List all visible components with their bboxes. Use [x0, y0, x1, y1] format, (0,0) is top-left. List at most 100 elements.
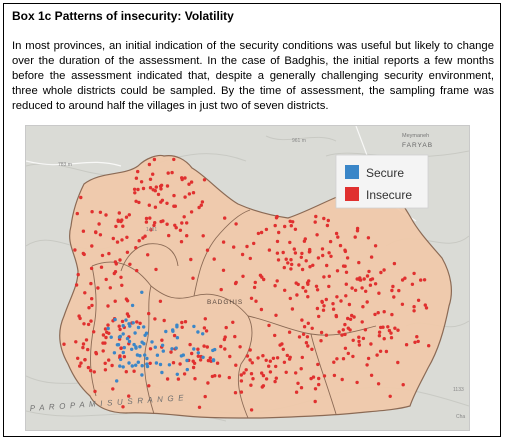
insecure-village-dot [120, 319, 125, 324]
insecure-village-dot [296, 381, 300, 385]
insecure-village-dot [208, 356, 212, 360]
secure-village-dot [201, 332, 205, 336]
insecure-village-dot [196, 354, 200, 358]
insecure-village-dot [317, 382, 321, 387]
insecure-village-dot [296, 282, 300, 287]
insecure-village-dot [307, 279, 311, 283]
insecure-village-dot [261, 354, 265, 358]
insecure-village-dot [148, 216, 152, 220]
insecure-village-dot [153, 205, 158, 209]
insecure-village-dot [344, 294, 348, 298]
insecure-village-dot [313, 387, 318, 391]
insecure-village-dot [369, 373, 374, 377]
secure-village-dot [196, 330, 200, 334]
insecure-village-dot [287, 357, 292, 361]
insecure-village-dot [107, 251, 111, 256]
insecure-village-dot [320, 247, 325, 251]
insecure-village-dot [248, 348, 252, 352]
insecure-village-dot [424, 306, 429, 310]
insecure-village-dot [341, 328, 345, 332]
insecure-village-dot [119, 275, 123, 279]
insecure-village-dot [74, 283, 79, 287]
insecure-village-dot [135, 268, 139, 273]
insecure-village-dot [300, 318, 304, 322]
insecure-village-dot [120, 283, 124, 287]
insecure-village-dot [196, 347, 200, 351]
insecure-village-dot [183, 176, 187, 180]
insecure-village-dot [344, 282, 348, 286]
insecure-village-dot [346, 351, 350, 356]
insecure-village-dot [197, 205, 201, 210]
insecure-village-dot [299, 255, 303, 259]
insecure-village-dot [289, 267, 293, 271]
insecure-village-dot [297, 263, 301, 267]
insecure-village-dot [197, 405, 202, 409]
insecure-village-dot [410, 282, 415, 286]
insecure-village-dot [148, 177, 153, 181]
insecure-village-dot [158, 184, 163, 188]
insecure-village-dot [148, 361, 152, 365]
insecure-village-dot [378, 349, 383, 353]
secure-village-dot [132, 342, 136, 347]
insecure-village-dot [148, 347, 153, 351]
insecure-village-dot [301, 332, 306, 336]
insecure-village-dot [108, 286, 113, 290]
insecure-village-dot [185, 221, 189, 225]
secure-village-dot [142, 325, 146, 329]
insecure-village-dot [324, 297, 328, 302]
secure-village-dot [134, 345, 138, 349]
insecure-village-dot [249, 372, 254, 376]
secure-village-dot [175, 372, 179, 376]
insecure-village-dot [223, 335, 227, 339]
insecure-village-dot [133, 191, 137, 195]
insecure-village-dot [191, 359, 195, 363]
secure-village-dot [130, 364, 134, 368]
insecure-village-dot [202, 344, 206, 348]
insecure-village-dot [189, 210, 194, 214]
insecure-village-dot [248, 358, 252, 362]
insecure-village-dot [326, 218, 330, 223]
insecure-village-dot [234, 222, 238, 226]
insecure-village-dot [328, 239, 333, 244]
insecure-village-dot [98, 210, 103, 214]
insecure-village-dot [171, 361, 176, 365]
secure-village-dot [121, 365, 125, 369]
insecure-village-dot [274, 216, 279, 220]
insecure-village-dot [288, 219, 292, 223]
insecure-village-dot [412, 271, 416, 276]
insecure-village-dot [268, 370, 273, 374]
insecure-village-dot [284, 370, 288, 374]
insecure-village-dot [331, 302, 335, 306]
insecure-village-dot [277, 230, 281, 235]
insecure-village-dot [369, 255, 374, 259]
insecure-village-dot [245, 354, 250, 358]
secure-village-dot [170, 347, 174, 351]
insecure-village-dot [357, 260, 361, 265]
insecure-village-dot [261, 373, 266, 378]
insecure-village-dot [290, 262, 294, 267]
insecure-village-dot [121, 224, 125, 228]
insecure-village-dot [325, 223, 330, 228]
insecure-village-dot [254, 299, 258, 303]
insecure-village-dot [281, 347, 285, 351]
insecure-village-dot [138, 321, 142, 325]
insecure-village-dot [231, 320, 235, 324]
insecure-village-dot [314, 284, 319, 288]
insecure-village-dot [353, 235, 357, 239]
insecure-village-dot [382, 268, 386, 272]
insecure-village-dot [179, 240, 184, 244]
insecure-village-dot [219, 344, 223, 349]
insecure-village-dot [191, 276, 195, 280]
insecure-village-dot [338, 243, 343, 248]
insecure-village-dot [346, 326, 350, 330]
insecure-village-dot [273, 333, 277, 338]
insecure-village-dot [353, 288, 358, 292]
insecure-village-dot [169, 350, 173, 354]
insecure-village-dot [107, 331, 111, 335]
insecure-village-dot [132, 187, 137, 191]
insecure-village-dot [188, 342, 192, 347]
insecure-village-dot [340, 377, 344, 382]
insecure-village-dot [373, 244, 378, 248]
insecure-village-dot [147, 203, 151, 207]
insecure-village-dot [400, 278, 405, 282]
